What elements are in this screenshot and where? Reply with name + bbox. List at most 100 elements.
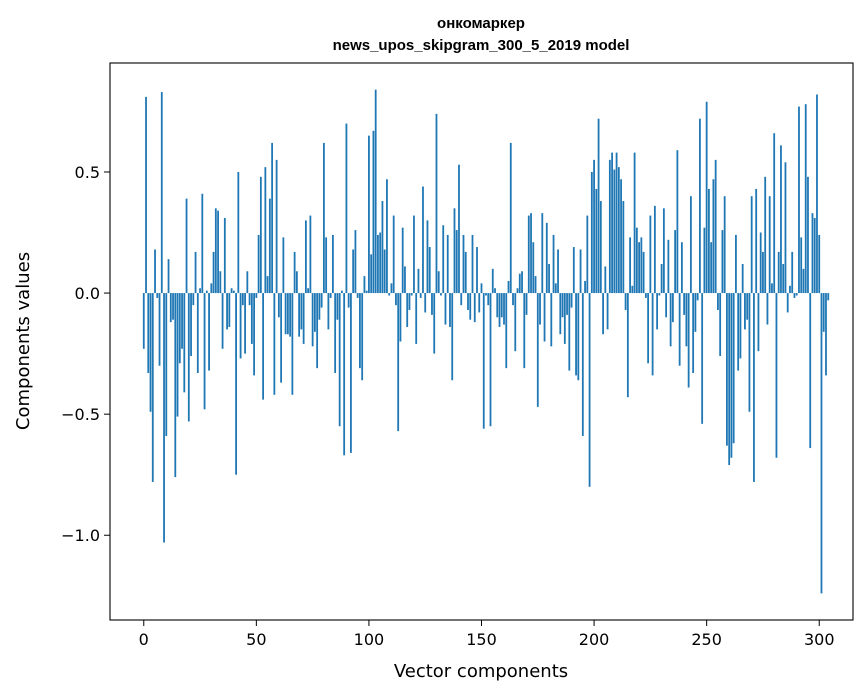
bar-series [142,89,830,594]
bar [178,293,181,364]
bar [629,237,632,294]
bar [172,293,174,320]
bar [298,293,301,337]
bar [435,113,438,294]
bar [167,259,170,294]
bar [798,106,800,294]
bar [318,293,321,320]
bar [485,293,487,296]
bar [347,293,350,308]
bar [322,142,325,294]
bar [374,89,377,294]
bar [241,293,244,306]
bar [649,215,652,294]
bar [757,293,760,352]
bar [530,213,532,294]
bar [572,247,575,294]
bar [327,293,330,330]
bar [424,293,427,313]
bar [199,288,201,294]
bar [381,201,384,294]
bar [714,159,717,294]
bar [386,179,388,294]
bar [719,293,722,357]
bar [505,293,508,369]
bar [800,237,803,294]
bar [712,179,715,294]
bar [581,293,584,436]
bar [728,293,731,466]
bar [539,293,541,325]
bar [550,293,553,347]
bar [608,159,611,294]
bar [545,222,548,294]
bar [561,293,564,318]
bar [250,293,253,344]
bar [426,220,429,294]
bar [593,159,595,294]
bar [669,293,672,347]
chart-title: онкомаркер [437,15,525,32]
bar [388,293,391,296]
bar [282,237,285,294]
bar [187,293,190,422]
bar [705,101,708,294]
bar [320,293,323,308]
bar [442,225,445,294]
bar [543,293,546,342]
bar [343,293,346,456]
bar [399,293,402,342]
bar [692,293,695,373]
bar [624,293,627,311]
bar [759,232,762,294]
bar [599,201,602,294]
bar [437,271,440,294]
bar [784,162,787,294]
bar [584,280,586,294]
bar [455,230,458,294]
bar [698,118,701,294]
bar [489,293,492,427]
bar [780,145,782,294]
bar [158,293,161,366]
bar [302,293,305,344]
bar [753,293,755,482]
bar [494,288,496,294]
bar [444,293,447,325]
bar [732,293,735,444]
bar [498,293,501,327]
bar [203,293,206,410]
bar [246,271,249,294]
bar [239,293,242,359]
bar [644,293,647,298]
bar [221,293,224,349]
y-axis-label: Components values [13,252,34,430]
bar [762,251,764,294]
bar [244,293,246,354]
bar [811,213,814,294]
bar [782,264,785,294]
bar [685,293,688,347]
bar [651,293,654,376]
x-axis: 0 50 100 150 200 250 300 [139,620,835,649]
bar [667,239,670,294]
bar [190,293,192,357]
bar [154,249,156,294]
bar [615,152,618,294]
bar [730,293,733,458]
bar [262,293,265,400]
bar [496,293,499,318]
bar [404,266,406,294]
bar [638,242,641,294]
bar [606,293,609,330]
bar [525,293,528,315]
bar [428,247,431,294]
bar [277,293,280,318]
bar [235,293,237,475]
bar [469,293,472,320]
bar [500,293,503,318]
bar [532,242,535,294]
bar [689,196,692,294]
bar [176,293,179,417]
bar [775,293,778,458]
